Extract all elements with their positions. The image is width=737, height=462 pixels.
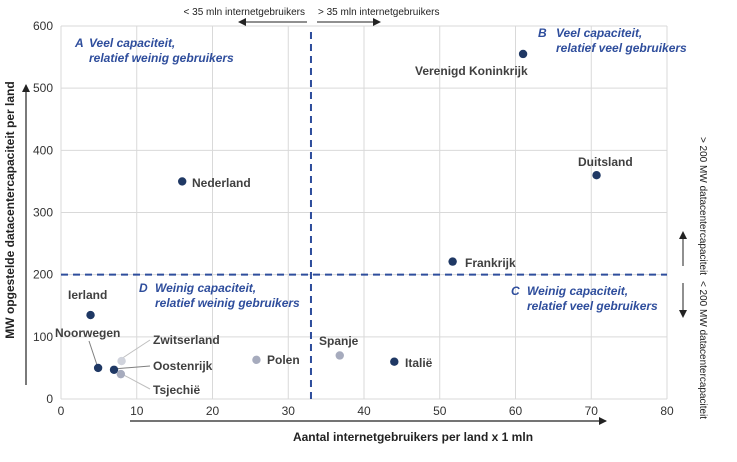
data-point-polen [252,355,261,365]
quadrant-a-line2: relatief weinig gebruikers [89,51,234,65]
quadrant-b-letter: B [538,26,547,40]
x-tick-label: 20 [206,404,220,418]
quadrant-c-line1: Weinig capaciteit, [527,284,628,298]
tick-labels: 0 10 20 30 40 50 60 70 80 0 100 200 300 400 500 600 [33,19,674,418]
y-tick-label: 400 [33,143,53,157]
data-point-ierland [86,310,95,320]
data-point-oostenrijk [109,365,119,374]
divider-label-left: < 35 mln internetgebruikers [184,7,305,18]
x-tick-label: 50 [433,404,447,418]
x-axis-title-group: Aantal internetgebruikers per land x 1 m… [130,417,607,444]
leader-oostenrijk [112,365,151,370]
quadrant-c: C Weinig capaciteit, relatief veel gebru… [511,284,658,313]
quadrant-d-letter: D [139,281,148,295]
divider-label-right: > 35 mln internetgebruikers [318,7,439,18]
quadrant-a: A Veel capaciteit, relatief weinig gebru… [74,36,234,65]
x-tick-label: 40 [357,404,371,418]
y-tick-label: 500 [33,81,53,95]
point-label-spanje: Spanje [319,334,359,348]
quadrant-a-letter: A [74,36,84,50]
point-label-italie: Italië [405,356,433,370]
quadrant-d-line1: Weinig capaciteit, [155,281,256,295]
quadrant-d: D Weinig capaciteit, relatief weinig geb… [139,281,300,310]
divider-label-below: < 200 MW datacentercapaciteit [697,281,708,419]
point-label-polen: Polen [267,353,300,367]
quadrant-b-line2: relatief veel gebruikers [556,41,687,55]
quadrant-c-line2: relatief veel gebruikers [527,299,658,313]
data-point-zwitserland [117,356,126,366]
point-label-zwitserland: Zwitserland [153,333,220,347]
data-point-duitsland [592,171,601,180]
y-axis-title-group: MW opgestelde datacentercapaciteit per l… [3,81,30,385]
point-labels: Verenigd Koninkrijk Duitsland Nederland … [55,64,633,397]
point-label-tsjechie: Tsjechië [153,383,200,397]
threshold-lines [61,32,667,399]
quadrant-b-line1: Veel capaciteit, [556,26,642,40]
point-label-noorwegen: Noorwegen [55,326,120,340]
leader-lines [88,339,151,390]
x-tick-label: 0 [58,404,65,418]
data-point-italie [390,357,399,366]
y-tick-label: 600 [33,19,53,33]
y-axis-title: MW opgestelde datacentercapaciteit per l… [3,81,17,338]
point-label-oostenrijk: Oostenrijk [153,359,213,373]
grid [60,25,668,400]
point-label-frankrijk: Frankrijk [465,256,516,270]
divider-label-above: > 200 MW datacentercapaciteit [697,137,708,275]
data-point-verenigd-koninkrijk [518,49,528,59]
leader-tsjechie [119,372,151,390]
data-point-nederland [178,177,187,186]
data-points [86,49,601,379]
data-point-frankrijk [448,257,457,266]
x-tick-label: 30 [282,404,296,418]
divider-labels: < 35 mln internetgebruikers > 35 mln int… [184,7,708,419]
x-tick-label: 10 [130,404,144,418]
x-axis-title: Aantal internetgebruikers per land x 1 m… [293,430,533,444]
x-tick-label: 80 [660,404,674,418]
point-label-ierland: Ierland [68,288,107,302]
point-label-verenigd-koninkrijk: Verenigd Koninkrijk [415,64,528,78]
y-tick-label: 0 [46,392,53,406]
quadrant-d-line2: relatief weinig gebruikers [155,296,300,310]
y-tick-label: 100 [33,330,53,344]
data-point-tsjechie [116,369,126,379]
quadrant-a-line1: Veel capaciteit, [89,36,175,50]
quadrant-b: B Veel capaciteit, relatief veel gebruik… [538,26,687,55]
quadrant-c-letter: C [511,284,520,298]
point-label-nederland: Nederland [192,176,251,190]
y-tick-label: 200 [33,268,53,282]
leader-noorwegen [88,340,98,366]
data-point-spanje [335,351,344,360]
y-tick-label: 300 [33,206,53,220]
x-tick-label: 70 [585,404,599,418]
data-point-noorwegen [93,363,103,373]
leader-zwitserland [120,339,151,360]
x-tick-label: 60 [509,404,523,418]
point-label-duitsland: Duitsland [578,155,633,169]
